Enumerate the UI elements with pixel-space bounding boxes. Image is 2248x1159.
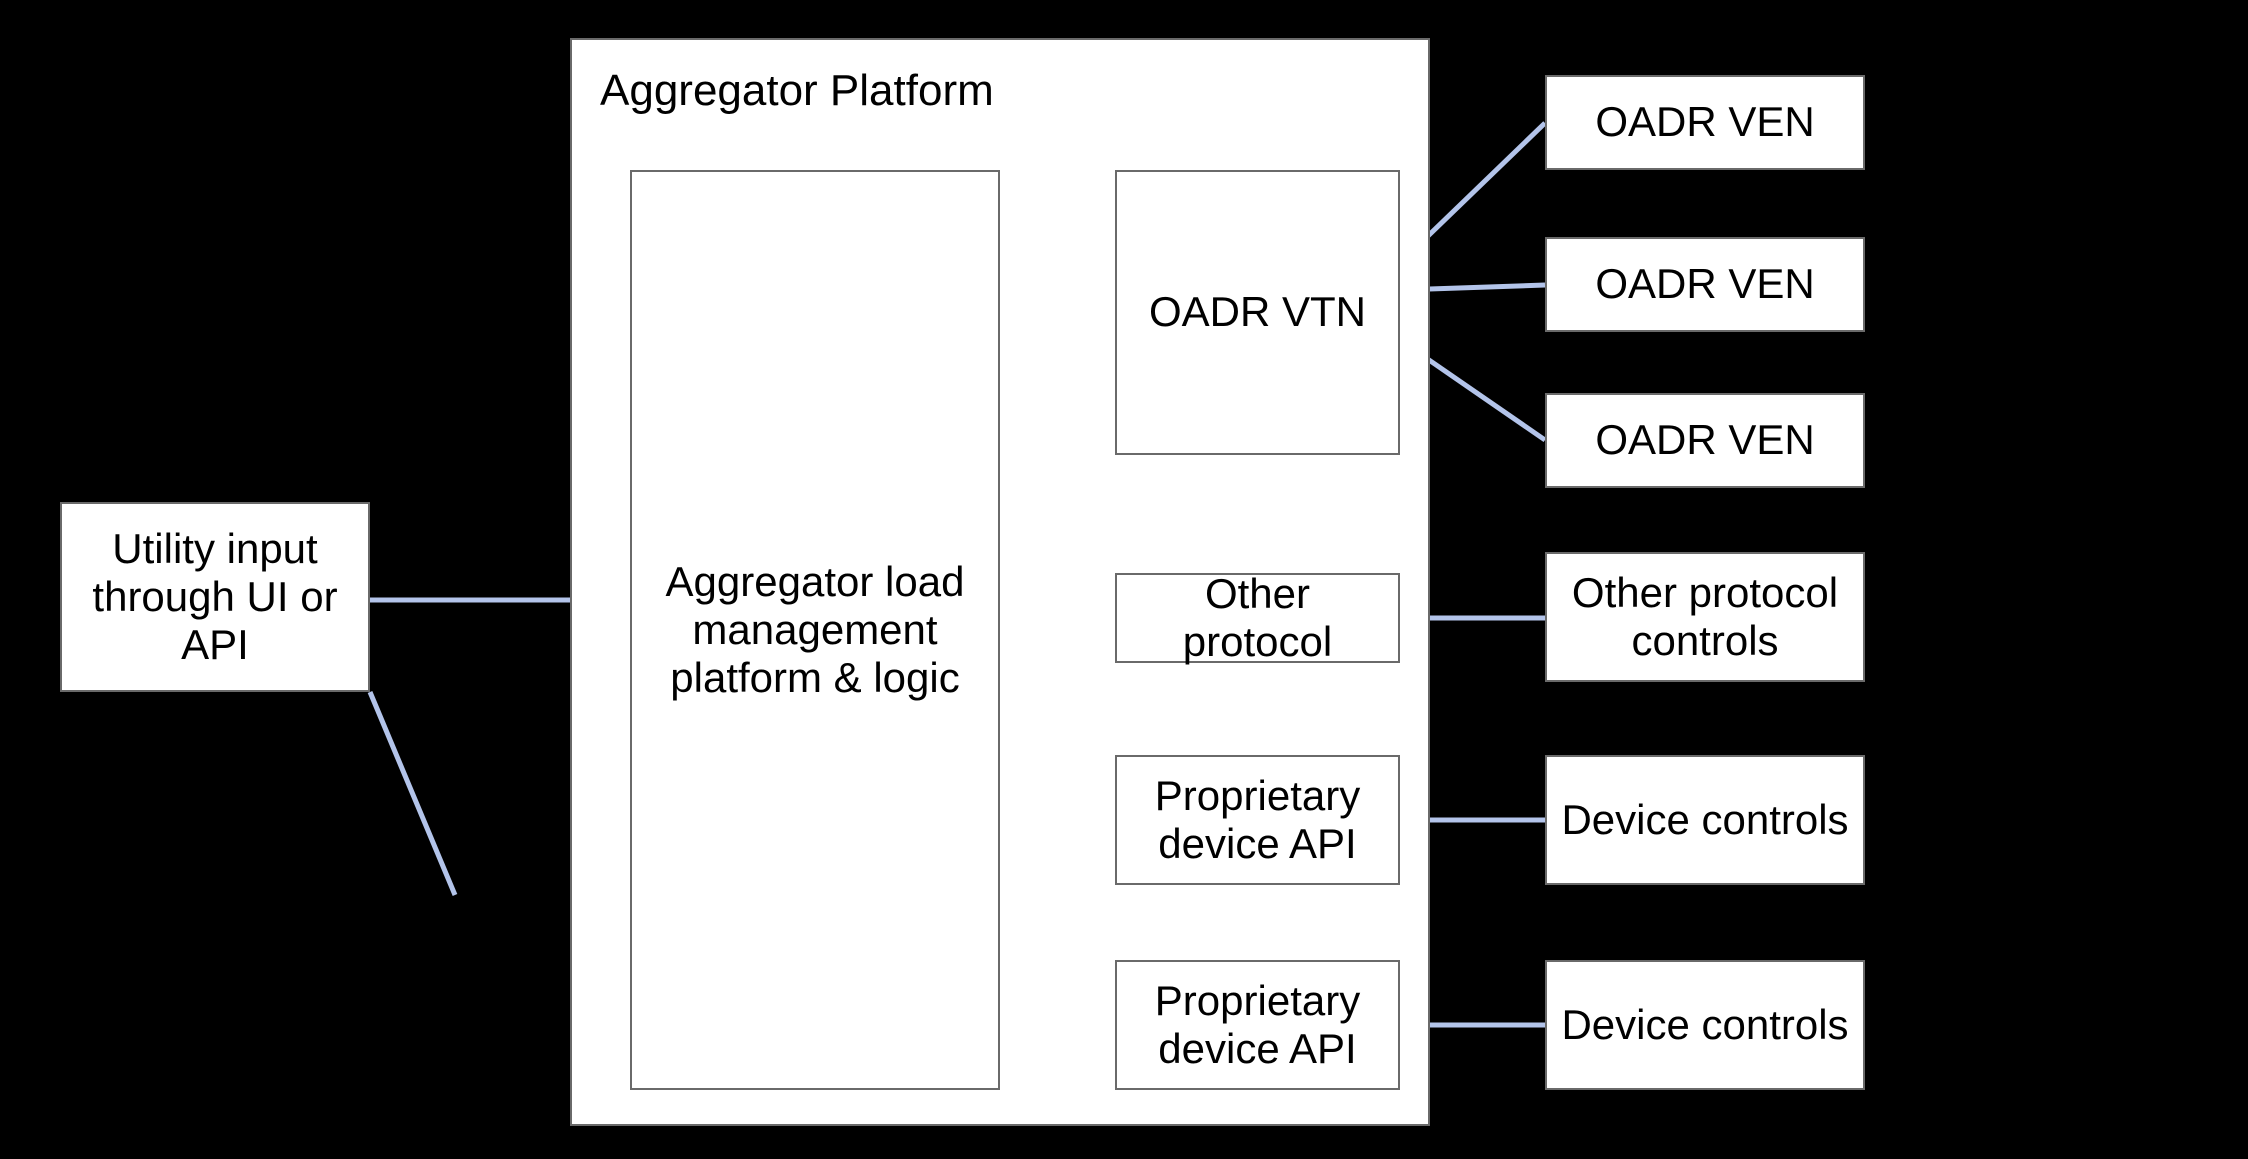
- aggregator-platform-title: Aggregator Platform: [600, 66, 994, 116]
- proprietary-api-2-box: Proprietary device API: [1115, 960, 1400, 1090]
- other-protocol-box: Other protocol: [1115, 573, 1400, 663]
- oadr-ven-1-box: OADR VEN: [1545, 75, 1865, 170]
- proprietary-api-1-box: Proprietary device API: [1115, 755, 1400, 885]
- device-controls-1-box: Device controls: [1545, 755, 1865, 885]
- device-controls-1-label: Device controls: [1561, 796, 1848, 844]
- oadr-vtn-label: OADR VTN: [1149, 288, 1366, 336]
- other-protocol-label: Other protocol: [1129, 570, 1386, 667]
- oadr-ven-3-label: OADR VEN: [1595, 416, 1814, 464]
- device-controls-2-label: Device controls: [1561, 1001, 1848, 1049]
- proprietary-api-2-label: Proprietary device API: [1129, 977, 1386, 1074]
- oadr-vtn-box: OADR VTN: [1115, 170, 1400, 455]
- aggregator-logic-box: Aggregator load management platform & lo…: [630, 170, 1000, 1090]
- utility-input-box: Utility input through UI or API: [60, 502, 370, 692]
- oadr-ven-3-box: OADR VEN: [1545, 393, 1865, 488]
- oadr-ven-2-box: OADR VEN: [1545, 237, 1865, 332]
- oadr-ven-2-label: OADR VEN: [1595, 260, 1814, 308]
- device-controls-2-box: Device controls: [1545, 960, 1865, 1090]
- other-protocol-controls-box: Other protocol controls: [1545, 552, 1865, 682]
- utility-input-label: Utility input through UI or API: [74, 525, 356, 670]
- oadr-ven-1-label: OADR VEN: [1595, 98, 1814, 146]
- aggregator-logic-label: Aggregator load management platform & lo…: [644, 558, 986, 703]
- other-protocol-controls-label: Other protocol controls: [1559, 569, 1851, 666]
- proprietary-api-1-label: Proprietary device API: [1129, 772, 1386, 869]
